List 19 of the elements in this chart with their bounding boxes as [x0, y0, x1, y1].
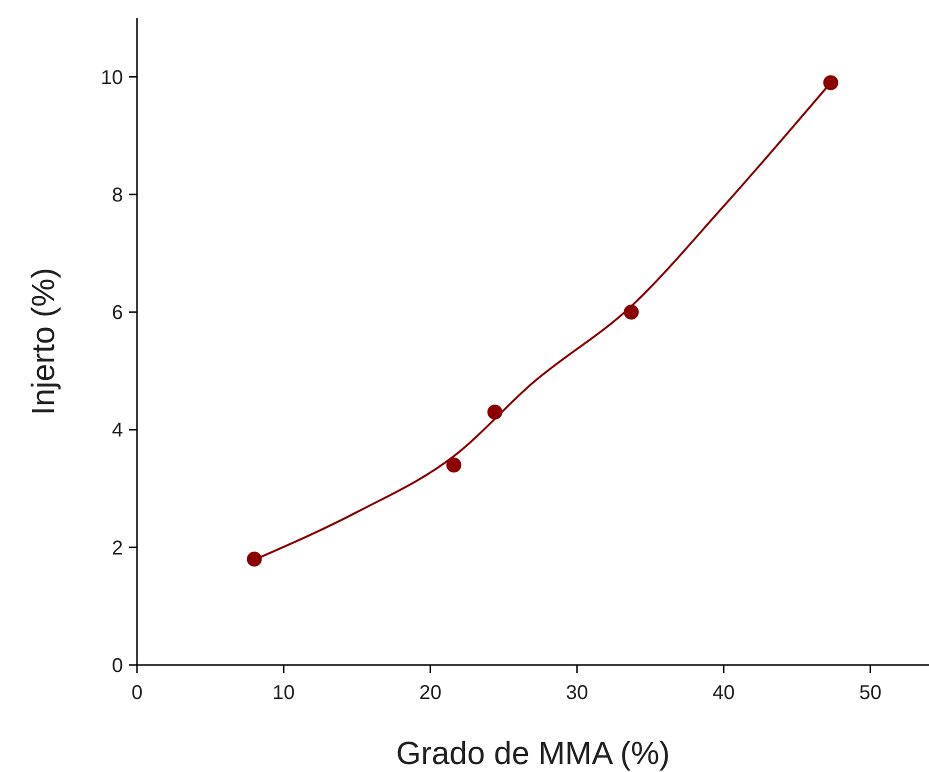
- y-tick-label: 10: [100, 66, 123, 89]
- point: [487, 404, 502, 420]
- x-tick-label: 30: [566, 682, 588, 704]
- x-tick-label: 10: [272, 682, 295, 704]
- x-tick-label: 20: [419, 682, 442, 704]
- point: [246, 552, 262, 567]
- x-tick-label: 50: [859, 682, 882, 704]
- x-axis-title: Grado de MMA (%): [396, 735, 670, 771]
- point: [624, 304, 639, 320]
- x-tick-label: 0: [131, 682, 143, 704]
- y-tick-label: 2: [112, 537, 123, 560]
- x-tick-label: 40: [712, 682, 735, 704]
- y-tick-label: 8: [112, 184, 123, 206]
- y-tick-label: 4: [112, 420, 123, 442]
- y-axis-title: Injerto (%): [25, 268, 61, 416]
- point: [446, 458, 462, 473]
- y-tick-label: 0: [112, 655, 123, 677]
- y-tick-label: 6: [112, 302, 123, 324]
- point: [823, 75, 838, 90]
